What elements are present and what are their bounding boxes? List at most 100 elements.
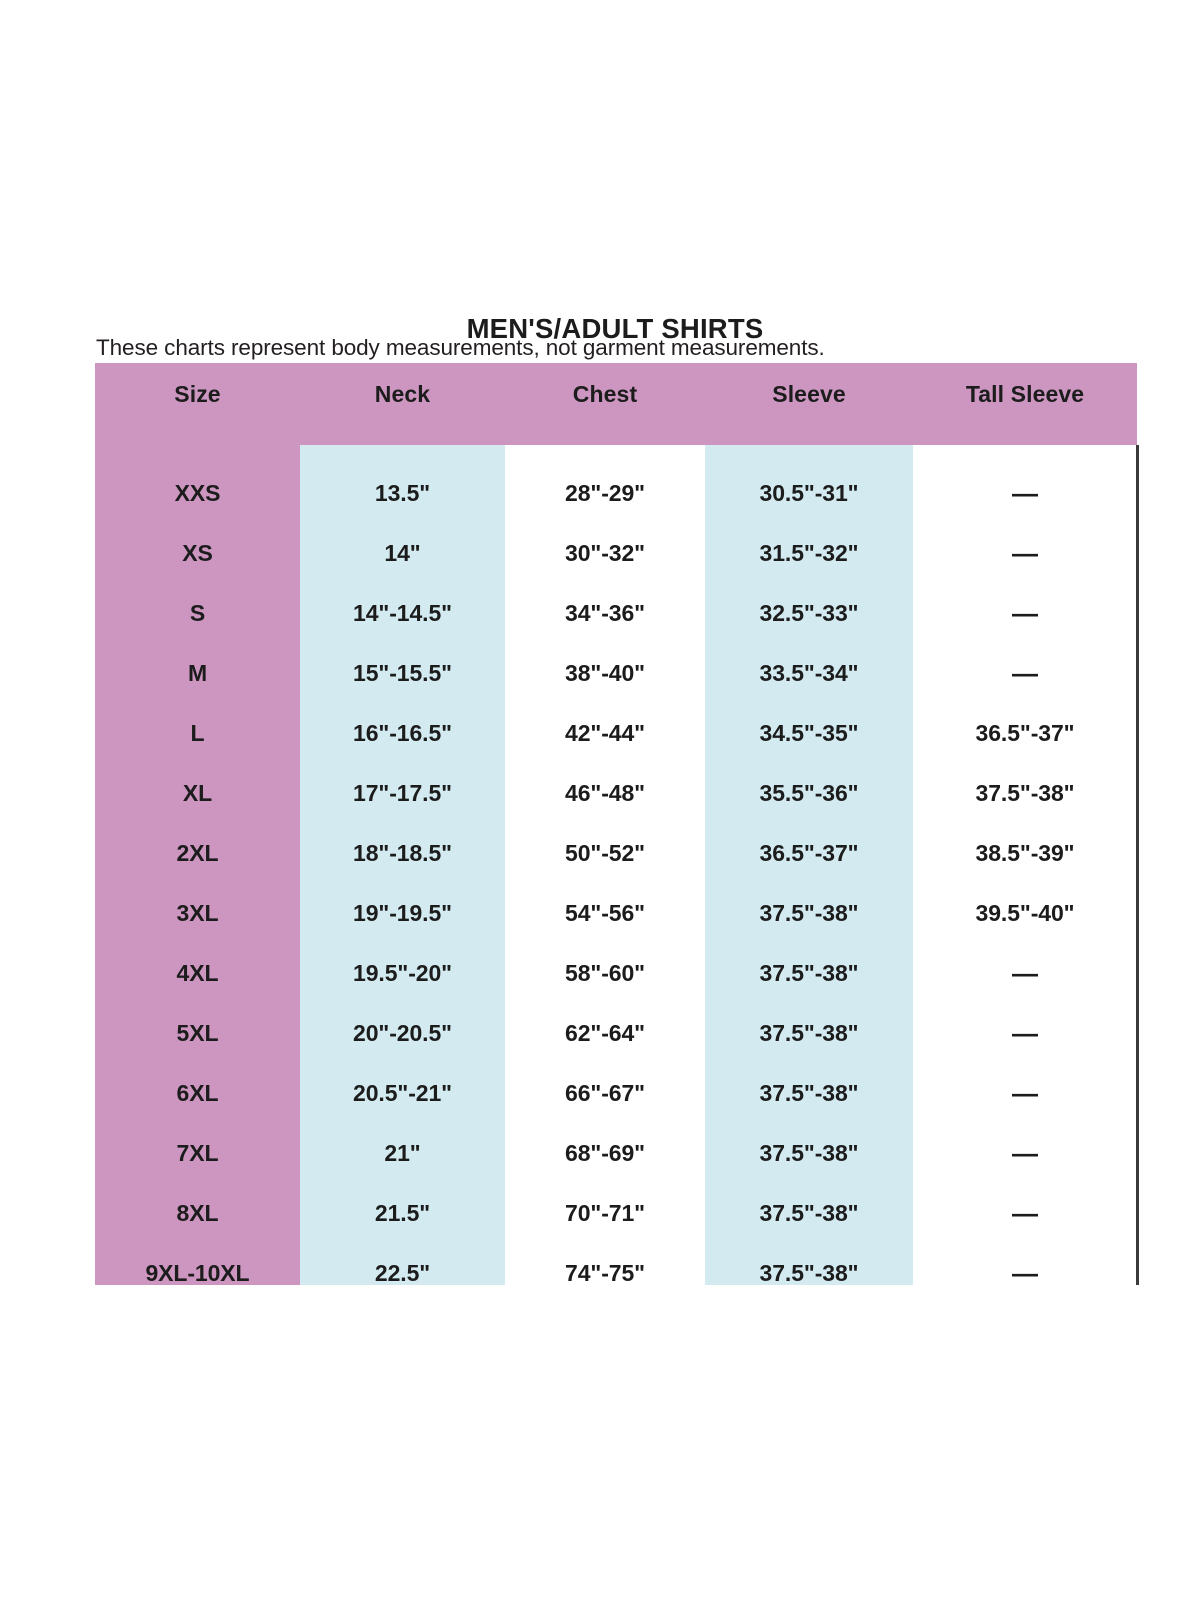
row-size-label: 8XL bbox=[176, 1199, 219, 1226]
cell-neck: 21.5" bbox=[374, 1199, 431, 1226]
row-size-label: 9XL-10XL bbox=[145, 1259, 250, 1286]
cell-chest: 58"-60" bbox=[565, 959, 645, 986]
cell-chest: 70"-71" bbox=[565, 1199, 645, 1226]
cell-sleeve: 37.5"-38" bbox=[759, 899, 859, 926]
row-size-label: M bbox=[187, 659, 208, 686]
table-header: Size Neck Chest Sleeve Tall Sleeve bbox=[95, 363, 1137, 463]
table-row: 6XL 20.5"-21" 66"-67" 37.5"-38" — bbox=[95, 1063, 1137, 1123]
table-body: XXS 13.5" 28"-29" 30.5"-31" — XS 14" 30"-32" 31.… bbox=[95, 463, 1137, 1303]
cell-sleeve: 31.5"-32" bbox=[759, 539, 859, 566]
cell-neck: 20.5"-21" bbox=[353, 1079, 452, 1106]
cell-tall-sleeve: — bbox=[1012, 597, 1038, 628]
cell-chest: 38"-40" bbox=[565, 659, 645, 686]
cell-tall-sleeve: — bbox=[1012, 1257, 1038, 1288]
size-column-band bbox=[95, 363, 300, 1285]
cell-neck: 18"-18.5" bbox=[353, 839, 452, 866]
size-chart-table: Size Neck Chest Sleeve Tall Sleeve XXS 13.5" 2… bbox=[95, 363, 1139, 1288]
cell-sleeve: 33.5"-34" bbox=[759, 659, 859, 686]
cell-chest: 66"-67" bbox=[565, 1079, 645, 1106]
table-row: 7XL 21" 68"-69" 37.5"-38" — bbox=[95, 1123, 1137, 1183]
cell-tall-sleeve: 37.5"-38" bbox=[975, 779, 1075, 806]
cell-sleeve: 37.5"-38" bbox=[759, 1199, 859, 1226]
cell-neck: 15"-15.5" bbox=[353, 659, 452, 686]
cell-sleeve: 37.5"-38" bbox=[759, 1019, 859, 1046]
cell-chest: 30"-32" bbox=[565, 539, 645, 566]
cell-sleeve: 34.5"-35" bbox=[759, 719, 859, 746]
row-size-label: XL bbox=[182, 779, 213, 806]
cell-chest: 50"-52" bbox=[565, 839, 645, 866]
cell-chest: 54"-56" bbox=[565, 899, 645, 926]
cell-chest: 74"-75" bbox=[565, 1259, 645, 1286]
cell-chest: 42"-44" bbox=[565, 719, 645, 746]
table-right-rule bbox=[1136, 445, 1139, 1285]
cell-sleeve: 35.5"-36" bbox=[759, 779, 859, 806]
cell-tall-sleeve: 38.5"-39" bbox=[975, 839, 1075, 866]
table-row: 3XL 19"-19.5" 54"-56" 37.5"-38" 39.5"-40" bbox=[95, 883, 1137, 943]
cell-neck: 22.5" bbox=[374, 1259, 431, 1286]
cell-neck: 17"-17.5" bbox=[353, 779, 452, 806]
table-row: 4XL 19.5"-20" 58"-60" 37.5"-38" — bbox=[95, 943, 1137, 1003]
column-header-size: Size bbox=[174, 381, 221, 407]
table-row: S 14"-14.5" 34"-36" 32.5"-33" — bbox=[95, 583, 1137, 643]
row-size-label: 7XL bbox=[176, 1139, 219, 1166]
cell-neck: 14" bbox=[384, 539, 421, 566]
cell-chest: 68"-69" bbox=[565, 1139, 645, 1166]
cell-tall-sleeve: — bbox=[1012, 957, 1038, 988]
cell-sleeve: 37.5"-38" bbox=[759, 1139, 859, 1166]
cell-sleeve: 37.5"-38" bbox=[759, 1079, 859, 1106]
cell-neck: 19.5"-20" bbox=[353, 959, 452, 986]
table-row: 9XL-10XL 22.5" 74"-75" 37.5"-38" — bbox=[95, 1243, 1137, 1303]
table-row: L 16"-16.5" 42"-44" 34.5"-35" 36.5"-37" bbox=[95, 703, 1137, 763]
row-size-label: S bbox=[189, 599, 206, 626]
table-row: M 15"-15.5" 38"-40" 33.5"-34" — bbox=[95, 643, 1137, 703]
cell-sleeve: 30.5"-31" bbox=[759, 479, 859, 506]
page-title: MEN'S/ADULT SHIRTS bbox=[466, 313, 764, 344]
cell-chest: 62"-64" bbox=[565, 1019, 645, 1046]
row-size-label: 4XL bbox=[176, 959, 219, 986]
cell-tall-sleeve: 39.5"-40" bbox=[975, 899, 1075, 926]
cell-chest: 28"-29" bbox=[565, 479, 645, 506]
row-size-label: 5XL bbox=[176, 1019, 219, 1046]
cell-tall-sleeve: — bbox=[1012, 657, 1038, 688]
table-row: 2XL 18"-18.5" 50"-52" 36.5"-37" 38.5"-39" bbox=[95, 823, 1137, 883]
cell-tall-sleeve: 36.5"-37" bbox=[975, 719, 1075, 746]
cell-chest: 46"-48" bbox=[565, 779, 645, 806]
cell-tall-sleeve: — bbox=[1012, 1077, 1038, 1108]
column-header-sleeve: Sleeve bbox=[772, 381, 846, 407]
table-row: XL 17"-17.5" 46"-48" 35.5"-36" 37.5"-38" bbox=[95, 763, 1137, 823]
cell-sleeve: 36.5"-37" bbox=[759, 839, 859, 866]
cell-tall-sleeve: — bbox=[1012, 1137, 1038, 1168]
table-row: 8XL 21.5" 70"-71" 37.5"-38" — bbox=[95, 1183, 1137, 1243]
table-row: 5XL 20"-20.5" 62"-64" 37.5"-38" — bbox=[95, 1003, 1137, 1063]
intro-note-line-1: These charts represent body measurements… bbox=[96, 335, 825, 360]
neck-column-band bbox=[300, 445, 505, 1285]
row-size-label: XS bbox=[182, 539, 213, 566]
cell-tall-sleeve: — bbox=[1012, 537, 1038, 568]
cell-neck: 16"-16.5" bbox=[353, 719, 452, 746]
column-header-neck: Neck bbox=[374, 381, 431, 407]
cell-sleeve: 37.5"-38" bbox=[759, 1259, 859, 1286]
row-size-label: 2XL bbox=[176, 839, 219, 866]
cell-sleeve: 32.5"-33" bbox=[759, 599, 859, 626]
cell-tall-sleeve: — bbox=[1012, 1197, 1038, 1228]
row-size-label: XXS bbox=[174, 479, 221, 506]
cell-neck: 20"-20.5" bbox=[353, 1019, 452, 1046]
cell-neck: 21" bbox=[384, 1139, 421, 1166]
cell-tall-sleeve: — bbox=[1012, 477, 1038, 508]
column-header-chest: Chest bbox=[572, 381, 638, 407]
table-header-row: Size Neck Chest Sleeve Tall Sleeve bbox=[95, 363, 1137, 463]
row-size-label: L bbox=[190, 719, 205, 746]
sleeve-column-band bbox=[705, 445, 913, 1285]
cell-tall-sleeve: — bbox=[1012, 1017, 1038, 1048]
cell-neck: 13.5" bbox=[374, 479, 431, 506]
row-size-label: 3XL bbox=[176, 899, 219, 926]
header-band bbox=[95, 363, 1137, 445]
measurements-table: Size Neck Chest Sleeve Tall Sleeve XXS 13.5" 2… bbox=[95, 363, 1137, 1303]
column-header-tall-sleeve: Tall Sleeve bbox=[965, 381, 1085, 407]
cell-sleeve: 37.5"-38" bbox=[759, 959, 859, 986]
cell-chest: 34"-36" bbox=[565, 599, 645, 626]
table-row: XS 14" 30"-32" 31.5"-32" — bbox=[95, 523, 1137, 583]
cell-neck: 19"-19.5" bbox=[353, 899, 452, 926]
table-row: XXS 13.5" 28"-29" 30.5"-31" — bbox=[95, 463, 1137, 523]
row-size-label: 6XL bbox=[176, 1079, 219, 1106]
